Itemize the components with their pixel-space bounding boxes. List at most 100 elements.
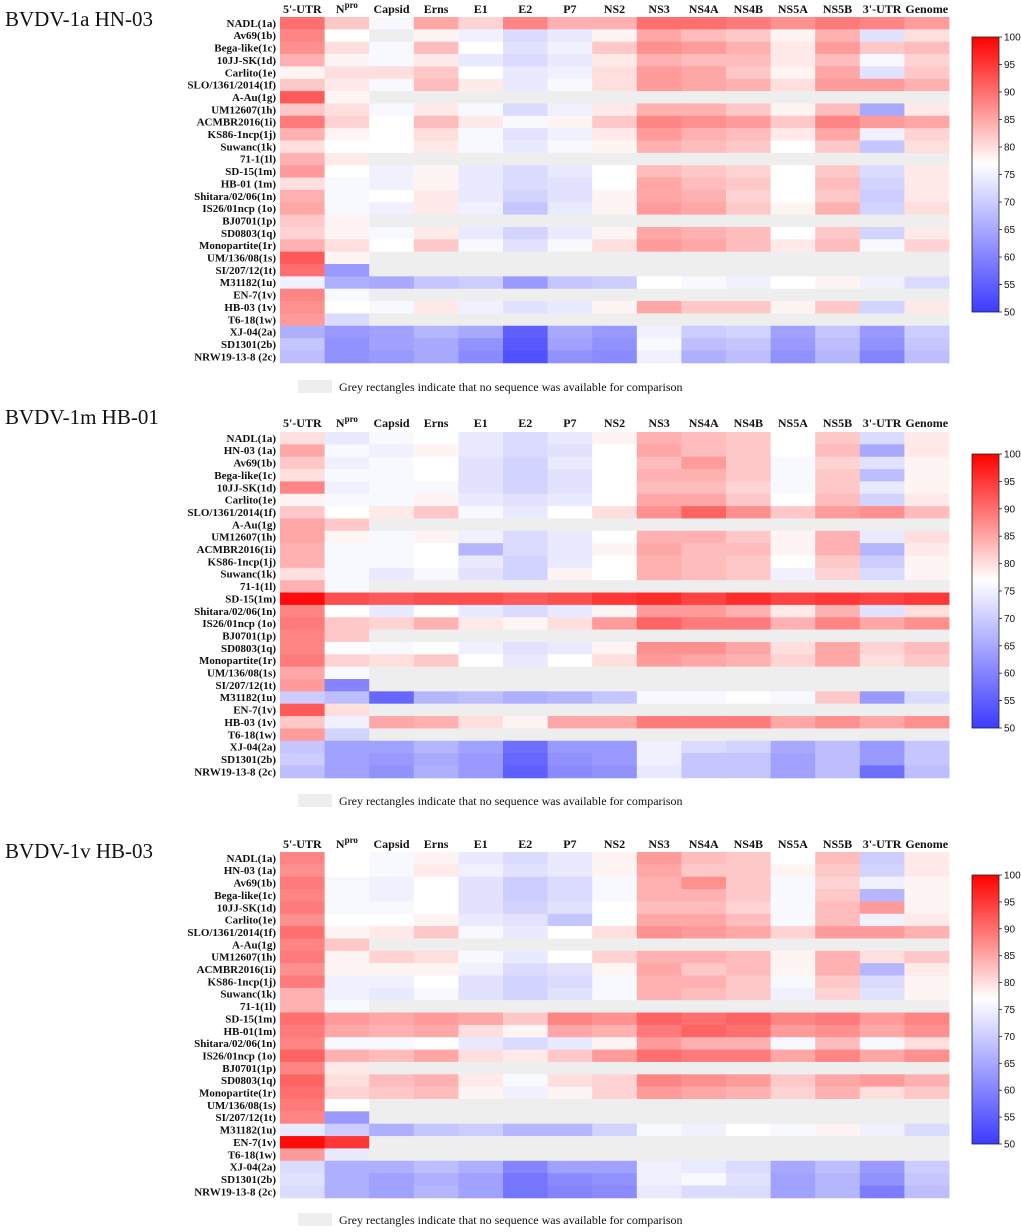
heatmap-cell: [859, 543, 905, 556]
heatmap-cell: [815, 350, 861, 364]
heatmap-cell: [503, 469, 549, 482]
heatmap-cell: [503, 864, 549, 878]
heatmap-cell: [859, 1160, 905, 1174]
heatmap-cell: [681, 189, 727, 203]
heatmap-cell: [324, 177, 370, 191]
heatmap-cell: [413, 926, 459, 939]
missing-cell: [859, 288, 905, 302]
row-label: Shitara/02/06(1n): [194, 606, 276, 618]
heatmap-cell: [458, 506, 504, 519]
heatmap-cell: [413, 140, 459, 154]
heatmap-cell: [280, 580, 326, 594]
heatmap-cell: [815, 140, 861, 154]
missing-cell: [815, 1099, 861, 1112]
heatmap-cell: [413, 1037, 459, 1051]
heatmap-cell: [815, 78, 861, 92]
column-header: Npro: [336, 0, 359, 16]
heatmap-cell: [413, 543, 459, 556]
heatmap-cell: [324, 963, 370, 976]
heatmap-cell: [859, 432, 905, 445]
row-label: T6-18(1w): [228, 729, 277, 741]
missing-cell: [770, 728, 816, 742]
column-header: NS4A: [689, 2, 719, 16]
heatmap-cell: [280, 115, 326, 129]
heatmap-cell: [458, 128, 504, 141]
colorbar-tick-label: 55: [1004, 1113, 1016, 1124]
missing-cell: [547, 1061, 593, 1075]
heatmap-cell: [681, 654, 727, 668]
heatmap-cell: [369, 202, 415, 216]
heatmap-cell: [413, 889, 459, 902]
heatmap-cell: [592, 506, 638, 519]
missing-cell: [859, 214, 905, 228]
missing-cell: [369, 703, 415, 717]
heatmap-cell: [681, 926, 727, 939]
heatmap-cell: [859, 555, 905, 569]
heatmap-cell: [324, 901, 370, 915]
heatmap-cell: [503, 543, 549, 556]
missing-cell: [636, 152, 682, 166]
heatmap-cell: [503, 654, 549, 668]
heatmap-cell: [413, 54, 459, 67]
heatmap-cell: [458, 530, 504, 544]
heatmap-cell: [636, 691, 682, 705]
heatmap-cell: [503, 140, 549, 154]
heatmap-cell: [592, 17, 638, 30]
missing-cell: [859, 580, 905, 594]
heatmap-cell: [413, 654, 459, 668]
heatmap-cell: [503, 1012, 549, 1026]
column-header: NS4A: [689, 416, 719, 430]
row-label: Suwanc(1k): [220, 569, 276, 581]
heatmap-cell: [280, 716, 326, 729]
missing-cell: [413, 1000, 459, 1014]
row-label: Bega-like(1c): [214, 470, 276, 482]
heatmap-cell: [369, 1160, 415, 1174]
colorbar-tick-label: 95: [1004, 897, 1016, 908]
missing-cell: [592, 518, 638, 532]
colorbar-tick-label: 80: [1004, 978, 1016, 989]
heatmap-cell: [904, 66, 950, 80]
heatmap-cell: [904, 987, 950, 1001]
missing-cell: [815, 679, 861, 692]
heatmap-cell: [458, 493, 504, 507]
heatmap-cell: [503, 740, 549, 754]
heatmap-cell: [904, 740, 950, 754]
heatmap-cell: [904, 1185, 950, 1199]
heatmap-cell: [413, 444, 459, 458]
heatmap-cell: [815, 506, 861, 519]
missing-cell: [815, 1000, 861, 1014]
missing-cell: [547, 251, 593, 265]
heatmap-cell: [904, 1037, 950, 1051]
heatmap-cell: [681, 54, 727, 67]
missing-cell: [770, 152, 816, 166]
row-label: NRW19-13-8 (2c): [194, 351, 276, 363]
heatmap-cell: [726, 189, 772, 203]
heatmap-cell: [904, 226, 950, 240]
heatmap-cell: [726, 555, 772, 569]
colorbar-tick-label: 70: [1004, 198, 1016, 209]
heatmap-cell: [726, 469, 772, 482]
heatmap-cell: [726, 864, 772, 878]
heatmap-cell: [280, 456, 326, 470]
column-header: Capsid: [373, 416, 409, 430]
column-header: 5'-UTR: [283, 837, 322, 851]
missing-cell: [592, 1136, 638, 1149]
heatmap-cell: [413, 1086, 459, 1100]
heatmap-cell: [726, 950, 772, 964]
heatmap-cell: [681, 1037, 727, 1051]
heatmap-cell: [503, 325, 549, 339]
heatmap-cell: [904, 1173, 950, 1186]
heatmap-cell: [636, 987, 682, 1001]
heatmap-cell: [280, 1111, 326, 1125]
heatmap-cell: [726, 78, 772, 92]
heatmap-cell: [280, 54, 326, 67]
missing-cell: [503, 580, 549, 594]
missing-cell: [458, 1000, 504, 1014]
heatmap-cell: [815, 1086, 861, 1100]
heatmap-cell: [815, 1123, 861, 1137]
row-label: EN-7(1v): [233, 1137, 276, 1149]
heatmap-cell: [592, 177, 638, 191]
heatmap-cell: [904, 852, 950, 865]
heatmap-cell: [681, 543, 727, 556]
heatmap-cell: [369, 1185, 415, 1199]
